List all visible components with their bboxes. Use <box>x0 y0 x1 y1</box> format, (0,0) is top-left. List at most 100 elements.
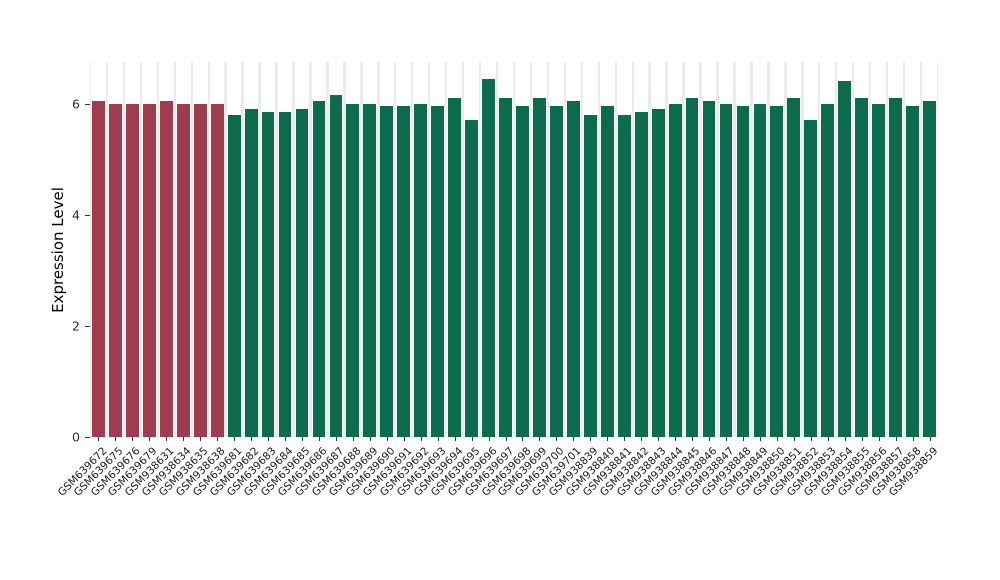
y-tick-label: 2 <box>72 318 80 334</box>
bar <box>719 103 733 437</box>
y-tick-mark <box>85 437 90 438</box>
y-axis-title: Expression Level <box>49 186 67 313</box>
x-tick-mark <box>929 437 931 441</box>
x-tick-mark <box>335 437 337 441</box>
bar <box>855 98 869 437</box>
x-tick-mark <box>251 437 253 441</box>
bar <box>821 103 835 437</box>
bar <box>244 109 258 437</box>
y-tick-label: 4 <box>72 207 80 223</box>
bar <box>600 106 614 437</box>
bar <box>702 100 716 437</box>
x-tick-mark <box>742 437 744 441</box>
x-tick-mark <box>556 437 558 441</box>
x-tick-mark <box>234 437 236 441</box>
x-tick-mark <box>149 437 151 441</box>
x-tick-mark <box>98 437 100 441</box>
bar <box>634 112 648 437</box>
bar <box>804 120 818 437</box>
bar <box>329 95 343 437</box>
bar <box>109 103 122 437</box>
bar <box>516 106 529 437</box>
x-tick-mark <box>590 437 592 441</box>
bar <box>668 103 682 437</box>
x-tick-mark <box>844 437 846 441</box>
x-tick-mark <box>624 437 626 441</box>
bar <box>838 81 852 437</box>
bar <box>889 98 902 437</box>
bar <box>533 98 546 437</box>
x-tick-mark <box>878 437 880 441</box>
bar <box>685 98 699 437</box>
bar <box>906 106 919 437</box>
bar <box>550 106 563 437</box>
x-tick-mark <box>861 437 863 441</box>
bar <box>278 112 292 437</box>
x-tick-mark <box>200 437 202 441</box>
x-tick-mark <box>641 437 643 441</box>
bar <box>617 114 631 437</box>
bar <box>482 78 495 437</box>
bar <box>465 120 478 437</box>
x-tick-mark <box>709 437 711 441</box>
y-tick-label: 0 <box>72 429 80 445</box>
x-tick-mark <box>285 437 287 441</box>
bar <box>363 103 377 437</box>
x-tick-mark <box>810 437 812 441</box>
x-tick-mark <box>352 437 354 441</box>
x-tick-mark <box>607 437 609 441</box>
x-tick-mark <box>386 437 388 441</box>
x-tick-mark <box>166 437 168 441</box>
bar <box>92 100 105 437</box>
y-tick-mark <box>85 103 90 105</box>
bar <box>261 112 275 437</box>
bar <box>770 106 784 437</box>
x-tick-mark <box>268 437 270 441</box>
bar <box>566 100 580 437</box>
bar <box>380 106 394 437</box>
x-tick-mark <box>759 437 761 441</box>
x-tick-mark <box>522 437 524 441</box>
y-tick-mark <box>85 325 90 327</box>
x-tick-mark <box>827 437 829 441</box>
x-tick-mark <box>403 437 405 441</box>
x-tick-mark <box>318 437 320 441</box>
y-tick-label: 6 <box>72 96 80 112</box>
x-tick-mark <box>488 437 490 441</box>
x-tick-mark <box>437 437 439 441</box>
bar <box>923 100 936 437</box>
x-tick-mark <box>675 437 677 441</box>
x-tick-mark <box>369 437 371 441</box>
x-tick-mark <box>793 437 795 441</box>
bar <box>414 103 428 437</box>
x-tick-mark <box>573 437 575 441</box>
x-tick-mark <box>302 437 303 441</box>
x-tick-mark <box>539 437 541 441</box>
bar <box>736 106 750 437</box>
bar <box>227 114 241 437</box>
bar <box>872 103 886 437</box>
x-tick-mark <box>776 437 778 441</box>
bar <box>312 100 326 437</box>
bar <box>397 106 411 437</box>
bar <box>126 103 139 437</box>
x-tick-mark <box>692 437 694 441</box>
x-tick-mark <box>132 437 134 441</box>
x-tick-mark <box>912 437 914 441</box>
bar <box>499 98 512 437</box>
bar <box>431 106 445 437</box>
bar <box>159 100 173 437</box>
bar <box>651 109 665 437</box>
x-tick-mark <box>454 437 456 441</box>
bar <box>193 103 207 437</box>
bar <box>583 114 597 437</box>
bar <box>142 103 156 437</box>
x-tick-mark <box>217 437 219 441</box>
plot-panel <box>90 62 938 437</box>
bar <box>753 103 767 437</box>
bar <box>176 103 190 437</box>
x-tick-mark <box>471 437 473 441</box>
x-tick-mark <box>658 437 660 441</box>
bar <box>787 98 801 437</box>
